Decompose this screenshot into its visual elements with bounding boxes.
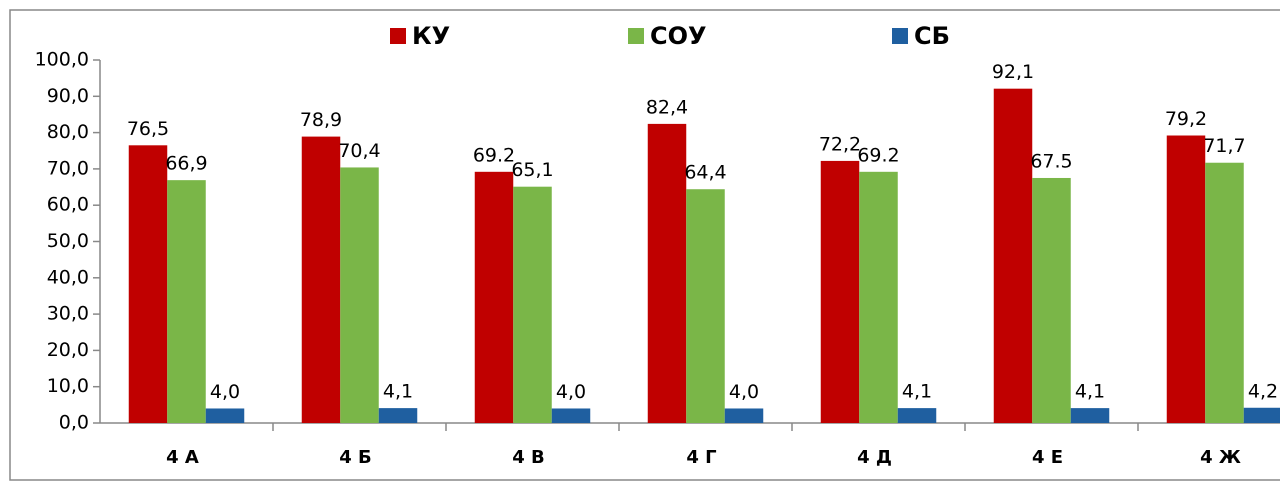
- bar: [551, 408, 591, 423]
- bar: [474, 171, 514, 423]
- data-label: 76,5: [127, 118, 169, 140]
- data-label: 66,9: [165, 153, 207, 175]
- data-label: 4,0: [556, 381, 586, 403]
- y-tick-label: 20,0: [47, 339, 89, 361]
- bar: [1243, 407, 1280, 423]
- data-label: 4,0: [210, 381, 240, 403]
- bar: [205, 408, 245, 423]
- data-label: 64,4: [684, 162, 726, 184]
- bar: [128, 145, 168, 423]
- bar: [1166, 135, 1206, 423]
- bar: [1032, 177, 1071, 423]
- y-tick-label: 0,0: [59, 412, 89, 434]
- x-tick-label: 4 Ж: [1200, 447, 1241, 468]
- bar: [859, 171, 898, 423]
- x-tick-label: 4 Е: [1032, 447, 1063, 468]
- y-tick-label: 30,0: [47, 303, 89, 325]
- x-tick-label: 4 А: [166, 447, 199, 468]
- data-label: 72,2: [819, 133, 861, 155]
- y-tick-label: 100,0: [35, 49, 89, 71]
- x-tick-label: 4 Г: [686, 447, 716, 468]
- data-label: 82,4: [646, 96, 688, 118]
- bar: [1205, 162, 1244, 423]
- data-label: 4,1: [383, 381, 413, 403]
- bar: [724, 408, 764, 423]
- data-label: 67.5: [1030, 150, 1072, 172]
- bar: [897, 408, 937, 423]
- bar: [167, 180, 206, 423]
- data-label: 65,1: [511, 159, 553, 181]
- bar: [301, 136, 341, 423]
- y-tick-label: 60,0: [47, 194, 89, 216]
- bar: [993, 88, 1033, 423]
- y-tick-label: 50,0: [47, 230, 89, 252]
- legend-label: КУ: [412, 22, 450, 50]
- data-label: 69.2: [473, 144, 515, 166]
- y-tick-label: 80,0: [47, 121, 89, 143]
- data-label: 4,1: [1075, 381, 1105, 403]
- bar: [820, 160, 860, 423]
- chart-frame: [9, 9, 1280, 481]
- data-label: 4,1: [902, 381, 932, 403]
- legend-swatch: [892, 28, 908, 44]
- bar: [378, 408, 418, 423]
- bar: [513, 186, 552, 423]
- legend-label: СОУ: [650, 22, 707, 50]
- y-tick-label: 10,0: [47, 375, 89, 397]
- data-label: 4,2: [1248, 380, 1278, 402]
- data-label: 92,1: [992, 61, 1034, 83]
- y-tick-label: 70,0: [47, 157, 89, 179]
- x-tick-label: 4 В: [512, 447, 545, 468]
- data-label: 79,2: [1165, 108, 1207, 130]
- data-label: 4,0: [729, 381, 759, 403]
- data-label: 69.2: [857, 144, 899, 166]
- data-label: 70,4: [338, 140, 380, 162]
- legend-swatch: [628, 28, 644, 44]
- legend-swatch: [390, 28, 406, 44]
- x-tick-label: 4 Д: [857, 447, 892, 468]
- y-tick-label: 90,0: [47, 85, 89, 107]
- bar: [647, 123, 687, 423]
- bar: [686, 189, 725, 423]
- data-label: 78,9: [300, 109, 342, 131]
- data-label: 71,7: [1203, 135, 1245, 157]
- legend-label: СБ: [914, 22, 950, 50]
- x-tick-label: 4 Б: [339, 447, 372, 468]
- bar: [340, 167, 379, 423]
- bar: [1070, 408, 1110, 423]
- y-tick-label: 40,0: [47, 266, 89, 288]
